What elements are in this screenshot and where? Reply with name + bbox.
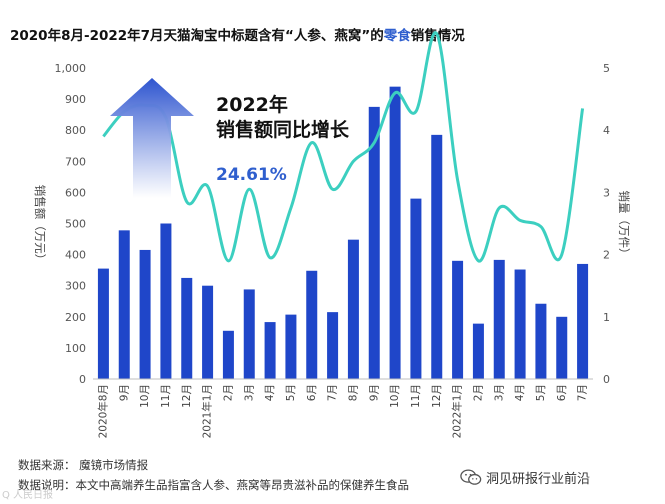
bar xyxy=(535,303,547,379)
title-highlight: 零食 xyxy=(383,28,411,44)
bar xyxy=(556,316,568,379)
bar xyxy=(222,330,234,379)
x-tick-label: 9月 xyxy=(368,384,380,401)
watermark-text: 洞见研报行业前沿 xyxy=(486,472,591,487)
axes-layer: 0 100 200 300 400 500 600 700 800 900 1,000 0 1 2 3 4 5 2… xyxy=(33,62,631,438)
bar xyxy=(431,134,443,379)
bar xyxy=(139,249,151,379)
left-y-tick: 100 xyxy=(65,342,86,355)
x-tick-label: 5月 xyxy=(285,384,297,401)
x-tick-label: 12月 xyxy=(431,384,443,408)
watermark: 洞见研报行业前沿 xyxy=(460,468,590,487)
right-y-tick: 3 xyxy=(603,186,610,199)
left-y-tick: 500 xyxy=(65,218,86,231)
bar xyxy=(264,322,276,379)
bar xyxy=(118,230,130,379)
right-axis-title: 销量（万件） xyxy=(617,191,631,260)
right-y-tick: 0 xyxy=(603,373,610,386)
x-tick-label: 2月 xyxy=(222,384,234,401)
bar xyxy=(285,314,297,379)
left-axis-title: 销售额（万元） xyxy=(33,185,47,266)
x-tick-label: 2022年1月 xyxy=(451,384,464,438)
left-y-tick: 300 xyxy=(65,280,86,293)
x-tick-label: 11月 xyxy=(160,384,172,408)
left-y-tick: 600 xyxy=(65,186,86,199)
bar xyxy=(243,289,255,379)
x-tick-label: 2020年8月 xyxy=(96,384,109,438)
x-tick-label: 4月 xyxy=(264,384,276,401)
x-tick-label: 5月 xyxy=(535,384,547,401)
x-tick-label: 8月 xyxy=(347,384,359,401)
left-y-tick: 700 xyxy=(65,155,86,168)
bars-layer xyxy=(97,86,589,379)
bar xyxy=(514,269,526,379)
bar xyxy=(306,270,318,379)
x-tick-label: 11月 xyxy=(410,384,422,408)
corner-watermark: Q 人民日报 xyxy=(2,490,54,501)
bar xyxy=(493,259,505,379)
sales-volume-line xyxy=(102,31,585,263)
x-tick-label: 12月 xyxy=(181,384,193,408)
left-y-tick: 0 xyxy=(79,373,86,386)
left-y-tick: 1,000 xyxy=(55,62,87,75)
left-y-tick: 200 xyxy=(65,311,86,324)
x-tick-label: 4月 xyxy=(514,384,526,401)
right-y-tick: 4 xyxy=(603,124,610,137)
left-y-tick: 800 xyxy=(65,124,86,137)
bar xyxy=(97,268,109,379)
x-tick-label: 10月 xyxy=(389,384,401,408)
bar xyxy=(452,260,464,379)
footer: 数据来源： 魔镜市场情报 数据说明：本文中高端养生品指富含人参、燕窝等昂贵滋补品… xyxy=(18,455,409,495)
bar xyxy=(472,323,484,379)
right-y-tick: 2 xyxy=(603,249,610,262)
bar xyxy=(368,106,380,379)
right-y-tick: 1 xyxy=(603,311,610,324)
line-layer xyxy=(102,31,585,263)
bar xyxy=(410,198,422,379)
left-y-tick: 400 xyxy=(65,249,86,262)
up-arrow-icon xyxy=(110,78,194,198)
bar xyxy=(181,277,193,379)
bar xyxy=(577,263,589,379)
x-tick-label: 2021年1月 xyxy=(201,384,214,438)
x-tick-label: 2月 xyxy=(472,384,484,401)
x-tick-label: 6月 xyxy=(556,384,568,401)
x-tick-label: 7月 xyxy=(327,384,339,401)
bar xyxy=(160,223,172,379)
x-tick-label: 7月 xyxy=(577,384,589,401)
source-text: 数据来源： 魔镜市场情报 xyxy=(18,458,149,472)
x-tick-label: 6月 xyxy=(306,384,318,401)
bar xyxy=(202,285,214,379)
bar xyxy=(389,86,401,379)
x-tick-label: 9月 xyxy=(118,384,130,401)
callout-value: 24.61% xyxy=(216,165,287,185)
chart-title: 2020年8月-2022年7月天猫淘宝中标题含有“人参、燕窝”的零食销售情况 xyxy=(10,24,465,44)
right-y-tick: 5 xyxy=(603,62,610,75)
yoy-callout: 2022年 销售额同比增长 24.61% xyxy=(110,78,350,198)
sales-chart: 0 100 200 300 400 500 600 700 800 900 1,000 0 1 2 3 4 5 2… xyxy=(33,31,631,438)
callout-line1: 2022年 xyxy=(216,93,288,116)
x-tick-label: 3月 xyxy=(493,384,505,401)
wechat-icon xyxy=(460,469,482,485)
note-text: 数据说明：本文中高端养生品指富含人参、燕窝等昂贵滋补品的保健养生食品 xyxy=(18,478,409,492)
bar xyxy=(347,239,359,379)
x-tick-label: 3月 xyxy=(243,384,255,401)
title-text-1: 2020年8月-2022年7月天猫淘宝中标题含有“人参、燕窝”的 xyxy=(10,28,384,44)
callout-line2: 销售额同比增长 xyxy=(216,118,350,141)
bar xyxy=(327,312,339,379)
x-tick-label: 10月 xyxy=(139,384,151,408)
left-y-tick: 900 xyxy=(65,93,86,106)
